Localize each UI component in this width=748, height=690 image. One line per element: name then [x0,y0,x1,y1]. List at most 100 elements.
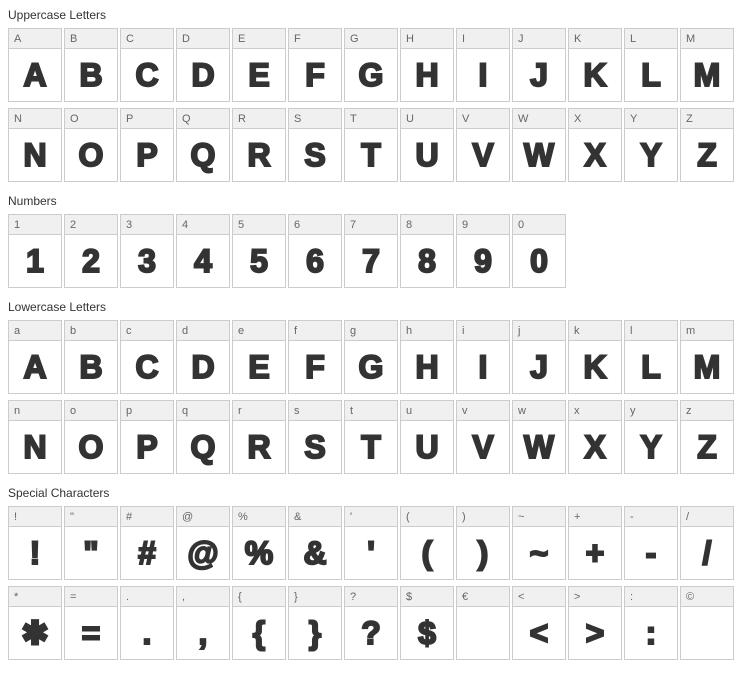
glyph-label: m [681,321,733,341]
glyph-label: x [569,401,621,421]
glyph-cell: FF [288,28,342,102]
glyph-display: U [401,421,453,473]
glyph-cell: 99 [456,214,510,288]
glyph-label: P [121,109,173,129]
glyph-display: % [233,527,285,579]
glyph-display: B [65,341,117,393]
glyph-cell: zZ [680,400,734,474]
glyph-cell: && [288,506,342,580]
glyph-cell: 22 [64,214,118,288]
glyph-cell: nN [8,400,62,474]
glyph-cell: PP [120,108,174,182]
section-title: Numbers [8,194,740,208]
glyph-display: C [121,341,173,393]
glyph-label: b [65,321,117,341]
glyph-label: 9 [457,215,509,235]
glyph-label: n [9,401,61,421]
glyph-cell: oO [64,400,118,474]
glyph-display: > [569,607,621,659]
glyph-display: 5 [233,235,285,287]
glyph-label: O [65,109,117,129]
glyph-label: > [569,587,621,607]
font-character-map: Uppercase LettersAABBCCDDEEFFGGHHIIJJKKL… [8,8,740,662]
glyph-display: J [513,49,565,101]
glyph-cell: ~~ [512,506,566,580]
glyph-label: / [681,507,733,527]
glyph-cell: cC [120,320,174,394]
glyph-cell: AA [8,28,62,102]
glyph-label: @ [177,507,229,527]
glyph-cell: == [64,586,118,660]
glyph-display: K [569,49,621,101]
glyph-display: 2 [65,235,117,287]
glyph-label: S [289,109,341,129]
glyph-cell: << [512,586,566,660]
glyph-display: J [513,341,565,393]
glyph-display: H [401,341,453,393]
glyph-label: & [289,507,341,527]
glyph-label: s [289,401,341,421]
glyph-label: d [177,321,229,341]
glyph-cell: }} [288,586,342,660]
glyph-cell: CC [120,28,174,102]
glyph-cell: vV [456,400,510,474]
glyph-cell: € [456,586,510,660]
glyph-label: = [65,587,117,607]
glyph-row: 11223344556677889900 [8,214,740,290]
glyph-display: W [513,129,565,181]
glyph-row: NNOOPPQQRRSSTTUUVVWWXXYYZZ [8,108,740,184]
glyph-label: X [569,109,621,129]
glyph-display: { [233,607,285,659]
glyph-cell: VV [456,108,510,182]
glyph-display: A [9,49,61,101]
glyph-label: I [457,29,509,49]
glyph-label: # [121,507,173,527]
glyph-display: 0 [513,235,565,287]
glyph-cell: II [456,28,510,102]
glyph-cell: EE [232,28,286,102]
glyph-display: ! [9,527,61,579]
glyph-cell: LL [624,28,678,102]
glyph-cell: HH [400,28,454,102]
glyph-label: J [513,29,565,49]
glyph-cell: "" [64,506,118,580]
glyph-display: C [121,49,173,101]
glyph-display: V [457,421,509,473]
glyph-display: ? [345,607,397,659]
glyph-cell: XX [568,108,622,182]
glyph-display: D [177,341,229,393]
glyph-row: *✱==..,,{{}}??$$€<<>>::© [8,586,740,662]
glyph-display: < [513,607,565,659]
glyph-label: < [513,587,565,607]
glyph-label: j [513,321,565,341]
glyph-label: o [65,401,117,421]
glyph-cell: 11 [8,214,62,288]
glyph-label: k [569,321,621,341]
glyph-label: Z [681,109,733,129]
glyph-label: y [625,401,677,421]
glyph-display: + [569,527,621,579]
glyph-display: L [625,49,677,101]
glyph-label: w [513,401,565,421]
glyph-cell: RR [232,108,286,182]
glyph-cell: .. [120,586,174,660]
glyph-label: Q [177,109,229,129]
glyph-label: E [233,29,285,49]
glyph-label: 5 [233,215,285,235]
glyph-label: t [345,401,397,421]
glyph-display: I [457,341,509,393]
glyph-display: ' [345,527,397,579]
glyph-cell: $$ [400,586,454,660]
glyph-label: W [513,109,565,129]
glyph-row: !!""##@@%%&&''(())~~++--// [8,506,740,582]
glyph-label: l [625,321,677,341]
glyph-cell: eE [232,320,286,394]
glyph-display: 4 [177,235,229,287]
glyph-label: Y [625,109,677,129]
glyph-label: - [625,507,677,527]
glyph-cell: JJ [512,28,566,102]
glyph-display: O [65,421,117,473]
glyph-label: F [289,29,341,49]
glyph-cell: GG [344,28,398,102]
glyph-cell: '' [344,506,398,580]
